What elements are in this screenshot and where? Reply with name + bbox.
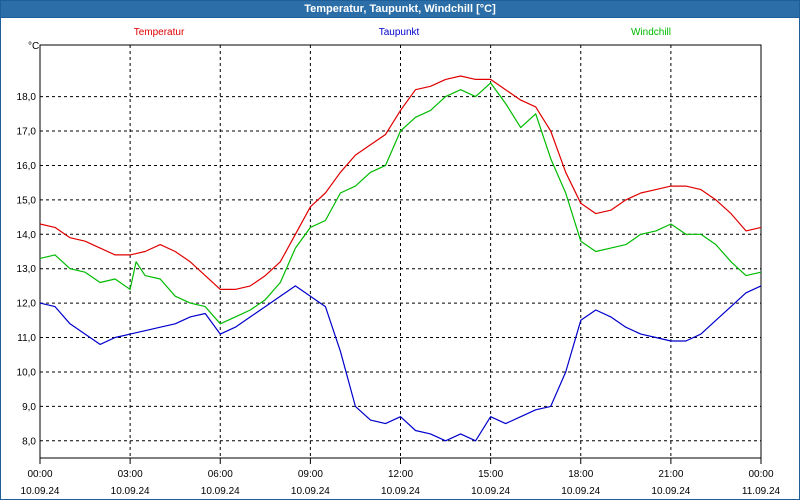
- y-tick-label: 12,0: [17, 299, 37, 310]
- series-line-windchill: [39, 82, 762, 325]
- window-title: Temperatur, Taupunkt, Windchill [°C]: [1, 1, 799, 18]
- x-tick-date: 10.09.24: [21, 486, 60, 497]
- series-line-temperatur: [39, 75, 762, 290]
- y-tick-label: 13,0: [17, 264, 37, 275]
- x-tick-time: 18:00: [568, 469, 593, 480]
- x-tick-time: 21:00: [658, 469, 683, 480]
- x-tick-date: 10.09.24: [561, 486, 600, 497]
- x-tick-date: 10.09.24: [201, 486, 240, 497]
- x-tick-date: 10.09.24: [291, 486, 330, 497]
- y-tick-label: 8,0: [22, 436, 36, 447]
- x-tick-date: 10.09.24: [111, 486, 150, 497]
- series-line-taupunkt: [39, 285, 762, 442]
- x-tick-date: 10.09.24: [651, 486, 690, 497]
- legend-item-taupunkt: Taupunkt: [379, 27, 420, 38]
- x-tick-date: 10.09.24: [381, 486, 420, 497]
- y-tick-label: 10,0: [17, 367, 37, 378]
- y-tick-label: 9,0: [22, 402, 36, 413]
- legend-item-windchill: Windchill: [631, 27, 671, 38]
- y-tick-label: 15,0: [17, 195, 37, 206]
- line-chart: 8,0 9,0 10,0 11,0 12,0 13,0 14,0 15,0 16,0 17,0 18…: [17, 27, 781, 497]
- x-tick-time: 03:00: [118, 469, 143, 480]
- x-tick-time: 15:00: [478, 469, 503, 480]
- x-tick-time: 09:00: [298, 469, 323, 480]
- y-tick-label: 14,0: [17, 230, 37, 241]
- y-tick-label: 11,0: [17, 333, 36, 344]
- x-tick-date: 10.09.24: [471, 486, 510, 497]
- legend-item-temperatur: Temperatur: [134, 27, 185, 38]
- x-tick-time: 00:00: [748, 469, 773, 480]
- y-tick-label: 16,0: [17, 161, 37, 172]
- x-tick-date: 11.09.24: [742, 486, 781, 497]
- x-tick-time: 06:00: [208, 469, 233, 480]
- y-tick-label: 17,0: [17, 127, 37, 138]
- x-tick-time: 12:00: [388, 469, 413, 480]
- y-tick-label: 18,0: [17, 92, 37, 103]
- y-axis-unit: °C: [28, 41, 39, 52]
- x-tick-time: 00:00: [27, 469, 52, 480]
